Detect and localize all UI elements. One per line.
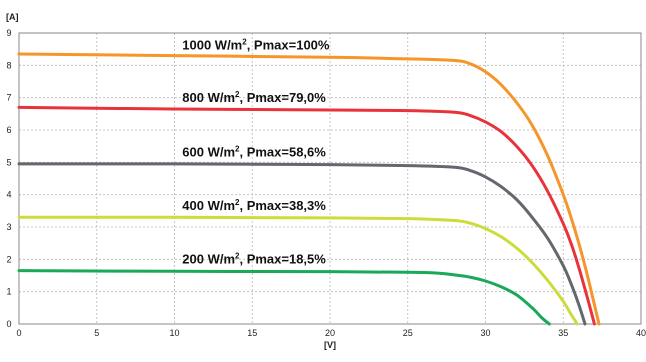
series-line-4 <box>17 215 579 326</box>
x-tick-label: 25 <box>403 328 413 338</box>
x-tick-label: 10 <box>169 328 179 338</box>
x-tick-label: 5 <box>94 328 99 338</box>
y-tick-label: 1 <box>6 287 11 297</box>
x-tick-label: 0 <box>16 328 21 338</box>
series-line-3 <box>17 162 587 326</box>
y-tick-label: 3 <box>6 222 11 232</box>
series-label-superscript: 2 <box>242 37 247 46</box>
series-label-tail: , Pmax=38,3% <box>239 198 326 213</box>
y-tick-label: 9 <box>6 28 11 38</box>
series-label-superscript: 2 <box>235 252 240 261</box>
series-label-tail: , Pmax=18,5% <box>239 252 326 267</box>
y-tick-label: 5 <box>6 157 11 167</box>
series-label-main: 1000 W/m <box>182 37 242 52</box>
y-tick-label: 8 <box>6 60 11 70</box>
y-tick-label: 7 <box>6 93 11 103</box>
x-axis-unit: [V] <box>324 340 336 350</box>
tick-labels: 0 5 10 15 20 25 30 35 40 0 1 2 3 4 5 6 7 8 9 <box>6 28 646 338</box>
x-tick-label: 20 <box>325 328 335 338</box>
x-tick-label: 30 <box>480 328 490 338</box>
series-lines <box>17 52 601 326</box>
series-label-tail: , Pmax=58,6% <box>239 145 326 160</box>
x-tick-label: 15 <box>247 328 257 338</box>
series-label-3: 600 W/m2, Pmax=58,6% <box>182 145 326 160</box>
series-label-superscript: 2 <box>235 145 240 154</box>
y-tick-label: 6 <box>6 125 11 135</box>
series-label-tail: , Pmax=79,0% <box>239 90 326 105</box>
series-label-1: 1000 W/m2, Pmax=100% <box>182 37 330 52</box>
series-label-main: 800 W/m <box>182 90 235 105</box>
y-axis-unit: [A] <box>6 12 19 22</box>
x-tick-label: 40 <box>636 328 646 338</box>
series-line-2 <box>17 105 596 326</box>
series-line-5 <box>17 269 551 326</box>
series-label-2: 800 W/m2, Pmax=79,0% <box>182 90 326 105</box>
x-tick-label: 35 <box>558 328 568 338</box>
plot-area-frame <box>18 32 642 325</box>
series-line-1 <box>17 52 601 326</box>
y-tick-label: 0 <box>6 319 11 329</box>
series-label-main: 400 W/m <box>182 198 235 213</box>
series-label-tail: , Pmax=100% <box>247 37 330 52</box>
series-label-superscript: 2 <box>235 198 240 207</box>
y-tick-label: 2 <box>6 254 11 264</box>
series-label-superscript: 2 <box>235 90 240 99</box>
series-label-5: 200 W/m2, Pmax=18,5% <box>182 252 326 267</box>
series-label-main: 600 W/m <box>182 145 235 160</box>
series-label-4: 400 W/m2, Pmax=38,3% <box>182 198 326 213</box>
series-labels: 1000 W/m2, Pmax=100%800 W/m2, Pmax=79,0%… <box>182 37 330 266</box>
series-label-main: 200 W/m <box>182 252 235 267</box>
y-tick-label: 4 <box>6 190 11 200</box>
